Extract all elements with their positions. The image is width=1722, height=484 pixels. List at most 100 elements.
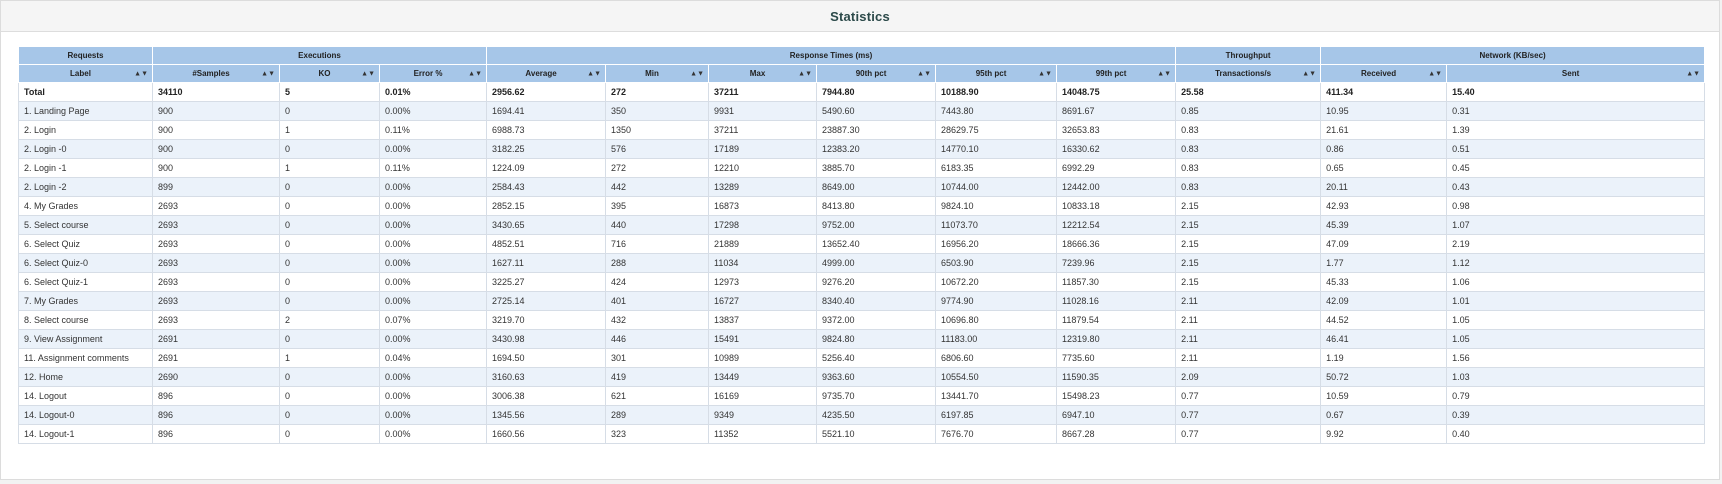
cell-label: 2. Login -2	[18, 177, 153, 197]
cell-sent: 1.12	[1446, 253, 1706, 273]
cell-pct95: 6806.60	[935, 348, 1058, 368]
cell-samples: 2690	[152, 367, 280, 387]
cell-received: 46.41	[1320, 329, 1448, 349]
total-row: Total 34110 5 0.01% 2956.62 272 37211 7944.80 10…	[18, 82, 1706, 102]
cell-samples: 2693	[152, 196, 280, 216]
cell-error-pct: 0.00%	[378, 424, 488, 444]
cell-label: 1. Landing Page	[18, 101, 153, 121]
cell-pct99: 11028.16	[1056, 291, 1177, 311]
col-header-99th-pct[interactable]: 99th pct ▲▼	[1056, 64, 1177, 83]
cell-label: 5. Select course	[18, 215, 153, 235]
cell-received: 0.65	[1320, 158, 1448, 178]
sort-icon[interactable]: ▲▼	[1428, 70, 1443, 77]
cell-min: 432	[605, 310, 710, 330]
cell-samples: 899	[152, 177, 280, 197]
col-header-samples[interactable]: #Samples ▲▼	[152, 64, 280, 83]
cell-min: 289	[605, 405, 710, 425]
col-header-max[interactable]: Max ▲▼	[708, 64, 818, 83]
cell-label: 14. Logout-1	[18, 424, 153, 444]
cell-pct99: 15498.23	[1056, 386, 1177, 406]
sort-icon[interactable]: ▲▼	[587, 70, 602, 77]
cell-pct95: 10554.50	[935, 367, 1058, 387]
cell-pct99: 12319.80	[1056, 329, 1177, 349]
cell-max: 15491	[708, 329, 818, 349]
cell-error-pct: 0.00%	[378, 272, 488, 292]
cell-min: 272	[605, 158, 710, 178]
sort-icon[interactable]: ▲▼	[134, 70, 148, 77]
cell-pct90: 8649.00	[816, 177, 937, 197]
col-header-95th-pct[interactable]: 95th pct ▲▼	[935, 64, 1058, 83]
cell-pct90: 12383.20	[816, 139, 937, 159]
col-header-transactions[interactable]: Transactions/s ▲▼	[1175, 64, 1322, 83]
group-header-row: Requests Executions Response Times (ms) …	[18, 46, 1706, 65]
sort-icon[interactable]: ▲▼	[468, 70, 483, 77]
cell-sent: 2.19	[1446, 234, 1706, 254]
cell-average: 1660.56	[486, 424, 607, 444]
sort-icon[interactable]: ▲▼	[1302, 70, 1317, 77]
col-header-90th-pct[interactable]: 90th pct ▲▼	[816, 64, 937, 83]
cell-received: 1.77	[1320, 253, 1448, 273]
cell-average: 4852.51	[486, 234, 607, 254]
group-header-requests: Requests	[18, 46, 153, 65]
cell-error-pct: 0.04%	[378, 348, 488, 368]
cell-pct99: 11590.35	[1056, 367, 1177, 387]
cell-label: 8. Select course	[18, 310, 153, 330]
column-header-label: 95th pct	[975, 69, 1007, 78]
cell-samples: 2693	[152, 253, 280, 273]
col-header-ko[interactable]: KO ▲▼	[279, 64, 380, 83]
cell-sent: 0.45	[1446, 158, 1706, 178]
sort-icon[interactable]: ▲▼	[361, 70, 375, 77]
cell-samples: 896	[152, 424, 280, 444]
cell-max: 9931	[708, 101, 818, 121]
cell-min: 288	[605, 253, 710, 273]
cell-pct90: 5521.10	[816, 424, 937, 444]
cell-received: 45.39	[1320, 215, 1448, 235]
cell-pct99: 32653.83	[1056, 120, 1177, 140]
sort-icon[interactable]: ▲▼	[261, 70, 275, 77]
cell-samples: 2693	[152, 291, 280, 311]
col-header-error-pct[interactable]: Error % ▲▼	[378, 64, 488, 83]
sort-icon[interactable]: ▲▼	[917, 70, 932, 77]
cell-pct90: 9276.20	[816, 272, 937, 292]
cell-ko: 0	[279, 405, 380, 425]
cell-pct90: 13652.40	[816, 234, 937, 254]
sort-icon[interactable]: ▲▼	[1038, 70, 1053, 77]
cell-error-pct: 0.00%	[378, 177, 488, 197]
sort-icon[interactable]: ▲▼	[690, 70, 705, 77]
cell-received: 10.59	[1320, 386, 1448, 406]
cell-average: 1694.50	[486, 348, 607, 368]
column-header-label: Average	[525, 69, 557, 78]
cell-transactions: 2.15	[1175, 196, 1322, 216]
sort-icon[interactable]: ▲▼	[1157, 70, 1172, 77]
cell-pct99: 11857.30	[1056, 272, 1177, 292]
col-header-sent[interactable]: Sent ▲▼	[1446, 64, 1706, 83]
table-row: 2. Login -2 899 0 0.00% 2584.43 442 13289 8649.…	[18, 177, 1706, 197]
cell-sent: 0.39	[1446, 405, 1706, 425]
cell-pct99: 6992.29	[1056, 158, 1177, 178]
sort-icon[interactable]: ▲▼	[798, 70, 813, 77]
statistics-table-body: Total 34110 5 0.01% 2956.62 272 37211 7944.80 10…	[18, 82, 1706, 444]
cell-max: 21889	[708, 234, 818, 254]
cell-transactions: 2.15	[1175, 234, 1322, 254]
cell-received: 47.09	[1320, 234, 1448, 254]
panel-heading: Statistics	[1, 1, 1719, 32]
cell-pct95: 11183.00	[935, 329, 1058, 349]
cell-pct99: 7239.96	[1056, 253, 1177, 273]
cell-sent: 1.39	[1446, 120, 1706, 140]
cell-samples: 2691	[152, 329, 280, 349]
cell-pct90: 9372.00	[816, 310, 937, 330]
col-header-average[interactable]: Average ▲▼	[486, 64, 607, 83]
cell-received: 1.19	[1320, 348, 1448, 368]
cell-received: 10.95	[1320, 101, 1448, 121]
sort-icon[interactable]: ▲▼	[1686, 70, 1701, 77]
cell-transactions: 2.11	[1175, 291, 1322, 311]
cell-pct95: 28629.75	[935, 120, 1058, 140]
col-header-received[interactable]: Received ▲▼	[1320, 64, 1448, 83]
col-header-label[interactable]: Label ▲▼	[18, 64, 153, 83]
cell-pct90: 9752.00	[816, 215, 937, 235]
cell-pct95: 9824.10	[935, 196, 1058, 216]
col-header-min[interactable]: Min ▲▼	[605, 64, 710, 83]
cell-ko: 0	[279, 139, 380, 159]
cell-received: 42.93	[1320, 196, 1448, 216]
